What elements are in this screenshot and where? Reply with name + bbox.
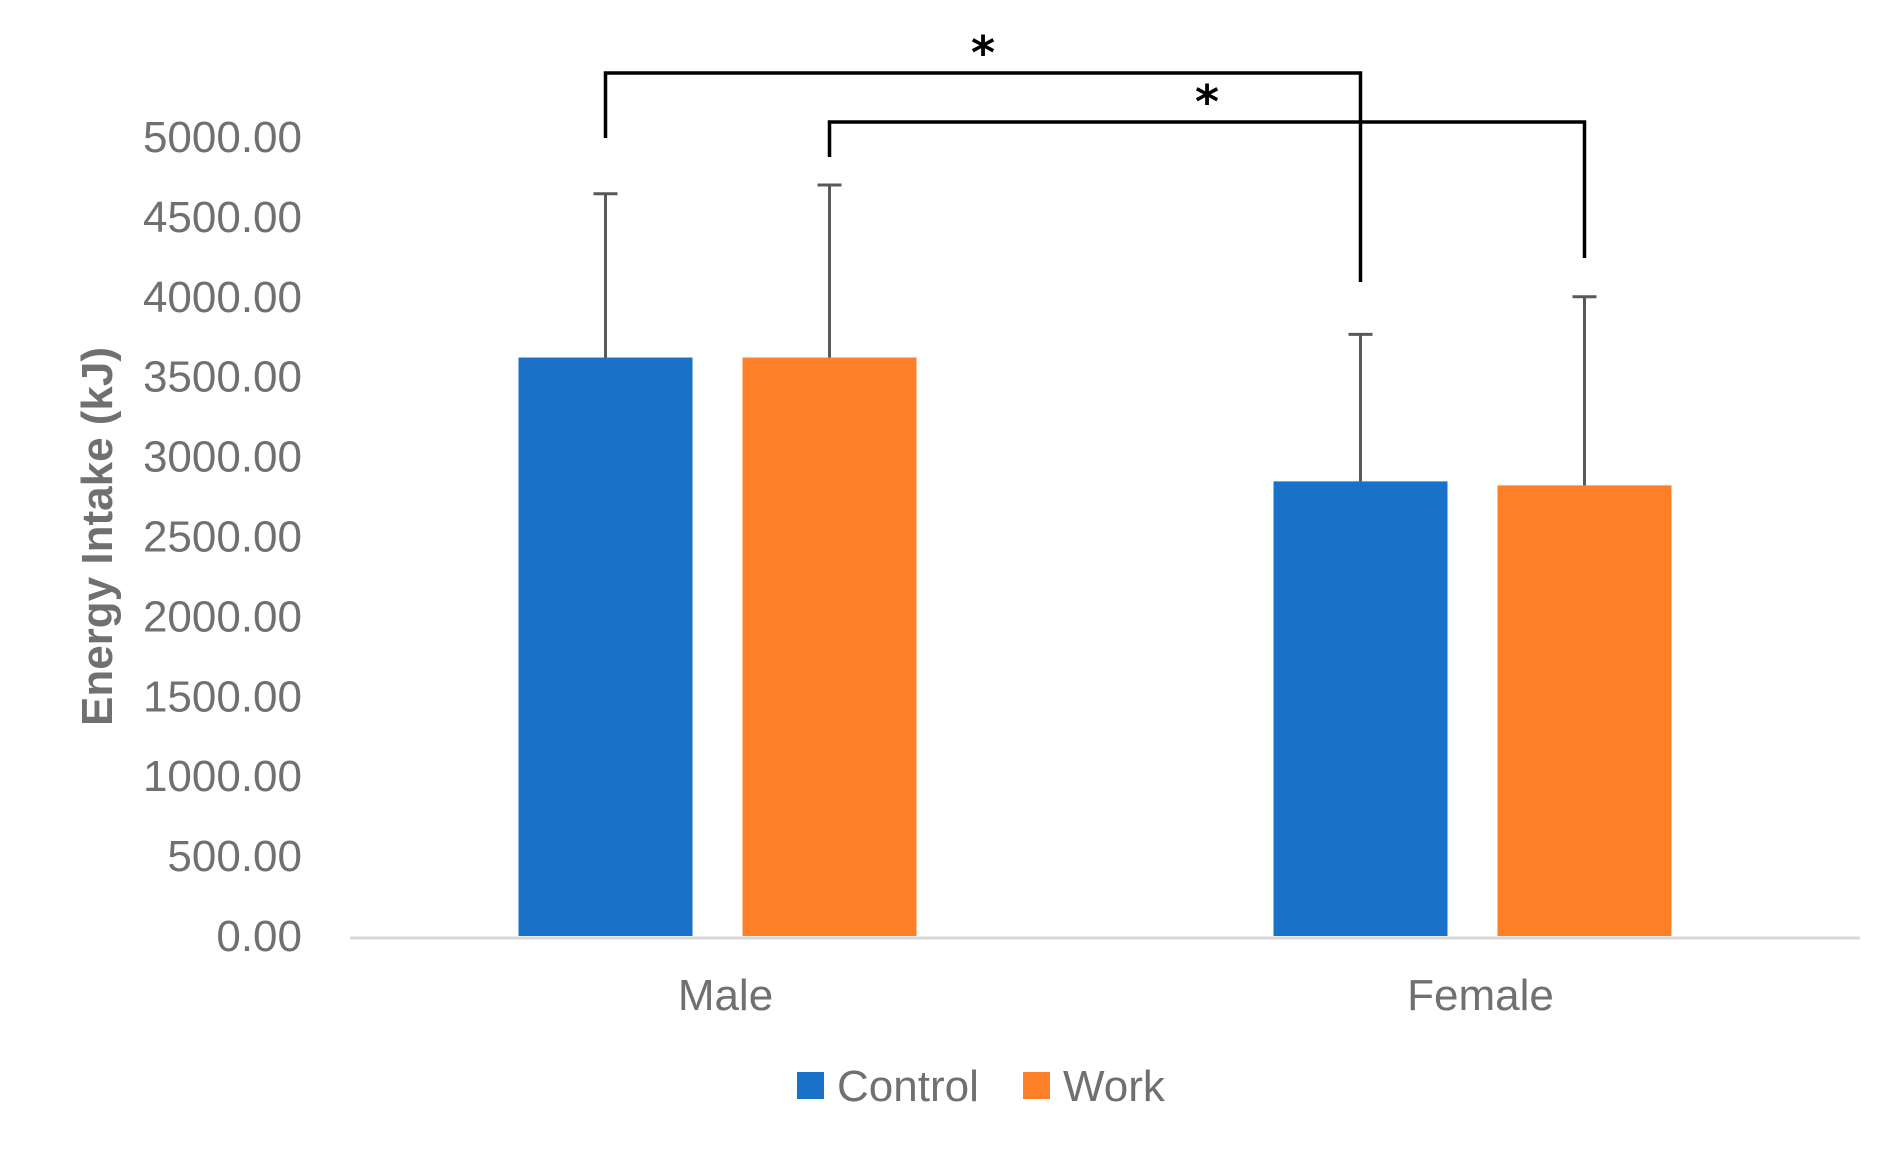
- y-tick-label: 500.00: [167, 832, 302, 881]
- y-tick-label: 3500.00: [143, 353, 302, 402]
- y-axis-tick-labels: 0.00 500.00 1000.00 1500.00 2000.00 2500.00 30…: [143, 113, 302, 961]
- category-labels: Male Female: [678, 971, 1554, 1020]
- y-tick-label: 0.00: [216, 912, 302, 961]
- y-tick-label: 3000.00: [143, 433, 302, 482]
- significance-label: *: [971, 26, 995, 80]
- bar-work-male: [742, 357, 917, 936]
- y-tick-label: 1000.00: [143, 752, 302, 801]
- y-tick-label: 4000.00: [143, 273, 302, 322]
- category-label: Female: [1407, 971, 1554, 1020]
- y-tick-label: 4500.00: [143, 193, 302, 242]
- bars: [518, 357, 1672, 936]
- y-tick-label: 5000.00: [143, 113, 302, 162]
- bar-work-female: [1497, 485, 1672, 936]
- category-label: Male: [678, 971, 773, 1020]
- legend-label-control: Control: [837, 1062, 979, 1111]
- significance-label: *: [1195, 75, 1219, 129]
- y-tick-label: 2000.00: [143, 592, 302, 641]
- y-tick-label: 1500.00: [143, 672, 302, 721]
- y-tick-label: 2500.00: [143, 513, 302, 562]
- significance-bracket: [827, 120, 1587, 258]
- significance-bracket: [603, 71, 1363, 282]
- legend: Control Work: [797, 1062, 1166, 1111]
- significance-brackets: **: [603, 26, 1587, 282]
- error-bars: [593, 183, 1597, 486]
- legend-label-work: Work: [1063, 1062, 1166, 1111]
- legend-swatch-control: [797, 1072, 824, 1099]
- bar-control-female: [1273, 481, 1448, 936]
- legend-swatch-work: [1023, 1072, 1050, 1099]
- bar-control-male: [518, 357, 693, 936]
- y-axis-title: Energy Intake (kJ): [73, 347, 122, 726]
